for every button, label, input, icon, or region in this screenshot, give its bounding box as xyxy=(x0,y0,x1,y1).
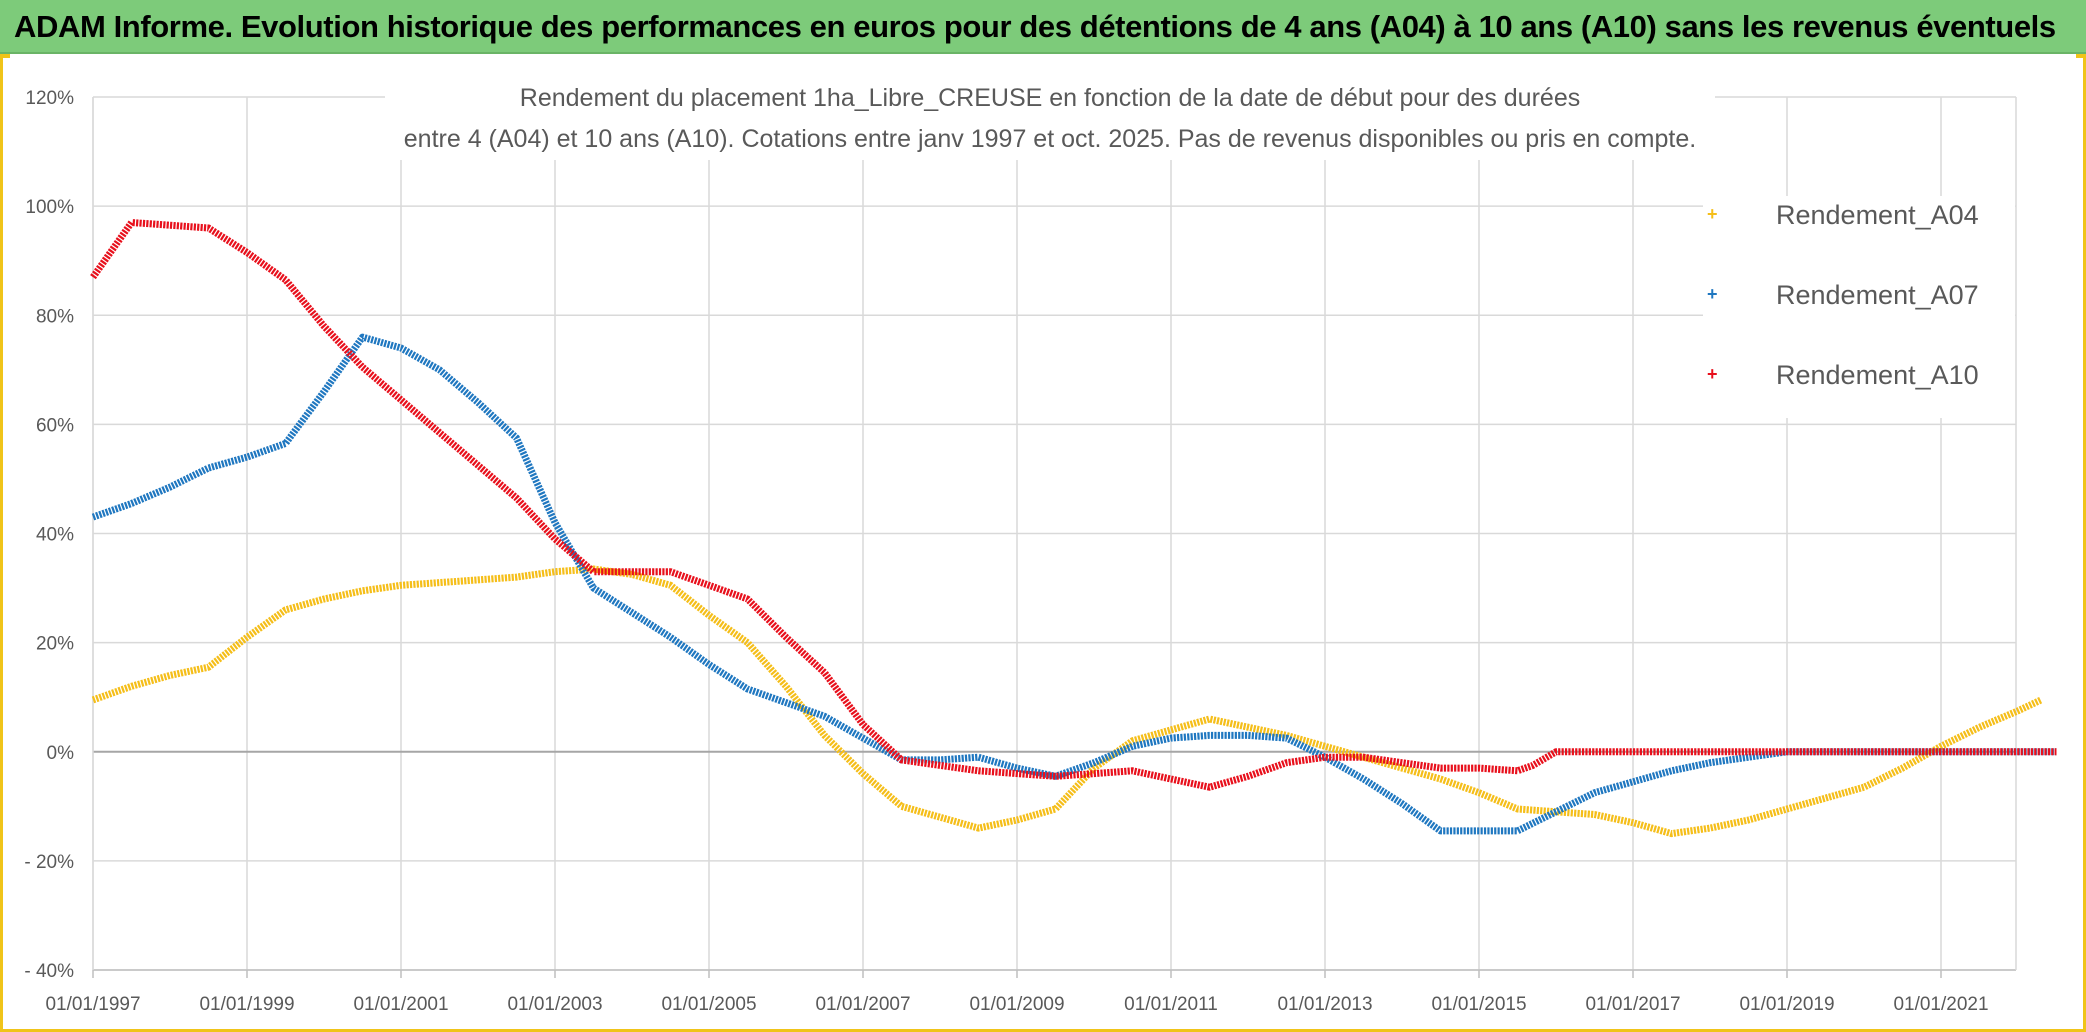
y-tick-label: 60% xyxy=(36,415,74,436)
legend-item-a10: + Rendement_A10 xyxy=(1703,356,2015,396)
frame-corner-right xyxy=(2076,54,2086,58)
legend-marker-a04: + xyxy=(1707,204,1718,224)
legend-item-a04: + Rendement_A04 xyxy=(1703,196,2015,236)
report-title: ADAM Informe. Evolution historique des p… xyxy=(14,9,2056,44)
chart-title-line-2: entre 4 (A04) et 10 ans (A10). Cotations… xyxy=(403,125,1697,153)
chart-legend: + Rendement_A04 + Rendement_A07 + Rendem… xyxy=(1703,196,2015,418)
x-tick-label: 01/01/2017 xyxy=(1585,994,1680,1015)
x-tick-label: 01/01/2021 xyxy=(1893,994,1988,1015)
y-tick-label: 0% xyxy=(47,743,75,764)
y-tick-label: 100% xyxy=(25,197,74,218)
series-line-rendement-a07 xyxy=(91,333,2057,835)
report-banner: ADAM Informe. Evolution historique des p… xyxy=(0,0,2086,54)
tick-label-layer: - 40% - 20% 0% 20% 40% 60% 80% 100% 120% 01/01/19… xyxy=(24,88,1988,1015)
x-tick-label: 01/01/2019 xyxy=(1739,994,1834,1015)
grid-layer xyxy=(92,96,2016,971)
series-line-rendement-a04 xyxy=(91,565,2043,838)
chart-title-line-1: Rendement du placement 1ha_Libre_CREUSE … xyxy=(519,84,1581,112)
legend-marker-a07: + xyxy=(1707,284,1718,304)
x-tick-label: 01/01/2011 xyxy=(1124,994,1218,1015)
legend-label-a10: Rendement_A10 xyxy=(1776,360,1979,390)
legend-label-a07: Rendement_A07 xyxy=(1776,280,1979,310)
y-tick-label: - 20% xyxy=(24,852,74,873)
legend-marker-a10: + xyxy=(1707,364,1718,384)
y-tick-label: - 40% xyxy=(24,961,74,982)
x-tick-label: 01/01/2009 xyxy=(969,994,1064,1015)
frame-corner-left xyxy=(0,54,10,58)
chart-title: Rendement du placement 1ha_Libre_CREUSE … xyxy=(385,78,1715,160)
x-tick-label: 01/01/2003 xyxy=(507,994,602,1015)
chart-frame xyxy=(0,54,2086,1032)
legend-label-a04: Rendement_A04 xyxy=(1776,200,1979,230)
y-tick-label: 120% xyxy=(25,88,74,109)
x-tick-label: 01/01/2001 xyxy=(353,994,448,1015)
y-tick-label: 20% xyxy=(36,634,74,655)
x-tick-label: 01/01/2005 xyxy=(661,994,756,1015)
series-layer xyxy=(90,219,2057,838)
y-tick-label: 40% xyxy=(36,525,74,546)
x-tick-label: 01/01/2013 xyxy=(1277,994,1372,1015)
y-tick-label: 80% xyxy=(36,306,74,327)
series-line-rendement-a10 xyxy=(90,219,2057,791)
x-tick-label: 01/01/2007 xyxy=(815,994,910,1015)
legend-item-a07: + Rendement_A07 xyxy=(1703,276,2015,316)
x-tick-label: 01/01/1997 xyxy=(45,994,140,1015)
x-tick-label: 01/01/1999 xyxy=(199,994,294,1015)
x-tick-label: 01/01/2015 xyxy=(1431,994,1526,1015)
